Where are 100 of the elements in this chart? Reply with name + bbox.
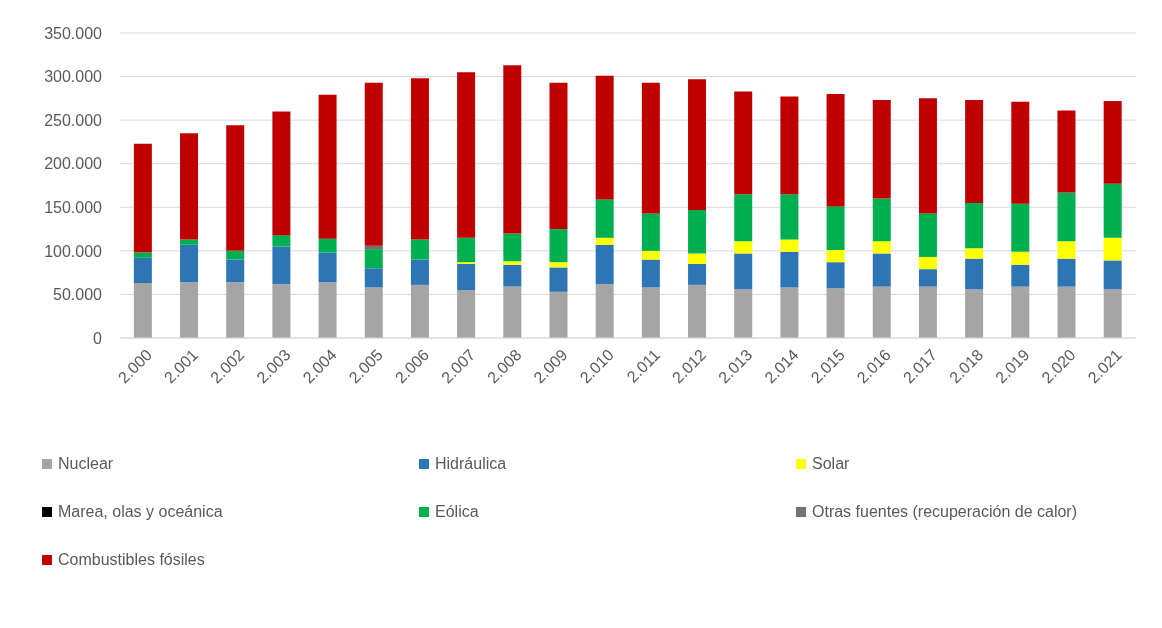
bar: [826, 262, 845, 289]
bar: [549, 291, 568, 338]
bar: [641, 250, 660, 260]
bar: [318, 252, 337, 283]
bar: [965, 289, 984, 338]
bar: [364, 82, 383, 246]
bar: [688, 263, 707, 285]
bar: [1011, 286, 1030, 338]
bar: [965, 100, 984, 203]
bar: [641, 287, 660, 338]
bar: [918, 98, 937, 214]
bar: [180, 239, 199, 245]
bar: [780, 287, 799, 338]
y-tick-label: 200.000: [44, 155, 103, 173]
bar: [595, 244, 614, 284]
bar: [180, 282, 199, 338]
bar: [549, 262, 568, 268]
legend-label: Eólica: [435, 503, 479, 521]
bar: [503, 264, 522, 287]
y-tick-label: 50.000: [53, 286, 103, 304]
bar: [226, 125, 245, 251]
legend-label: Marea, olas y oceánica: [58, 503, 223, 521]
legend-label: Otras fuentes (recuperación de calor): [812, 503, 1078, 521]
bar: [780, 96, 799, 195]
bar: [549, 82, 568, 230]
bar: [965, 258, 984, 290]
bar: [734, 253, 753, 290]
bar: [872, 100, 891, 199]
bar: [318, 238, 337, 253]
bar: [965, 202, 984, 249]
bar: [734, 194, 753, 242]
bar: [918, 286, 937, 338]
bar: [180, 244, 199, 283]
bar: [410, 239, 429, 260]
bar: [1057, 110, 1076, 193]
y-tick-label: 0: [93, 329, 103, 347]
bar: [780, 239, 799, 252]
bar: [1103, 237, 1122, 261]
bar: [826, 249, 845, 263]
bar: [1011, 203, 1030, 252]
bar: [272, 111, 291, 236]
bar: [226, 250, 245, 260]
bar: [272, 283, 291, 338]
legend-label: Combustibles fósiles: [58, 551, 205, 569]
bar: [226, 282, 245, 338]
bar: [595, 75, 614, 200]
bar: [410, 284, 429, 338]
bar: [549, 267, 568, 292]
bar: [272, 235, 291, 247]
bar: [1057, 241, 1076, 259]
bar: [318, 94, 337, 239]
bar: [503, 261, 522, 265]
bar: [688, 253, 707, 264]
bar: [364, 268, 383, 288]
bar: [272, 246, 291, 284]
bar: [780, 194, 799, 240]
bar: [1057, 258, 1076, 287]
bar: [1057, 286, 1076, 338]
bar: [872, 198, 891, 242]
bar: [133, 257, 152, 284]
bar: [180, 133, 199, 240]
bar: [549, 229, 568, 263]
bar: [133, 283, 152, 338]
bar: [918, 256, 937, 270]
bar: [595, 237, 614, 245]
legend-label: Solar: [812, 455, 850, 473]
bar: [1011, 101, 1030, 204]
bar: [918, 213, 937, 257]
y-tick-label: 250.000: [44, 111, 103, 129]
bar: [1011, 264, 1030, 287]
bar: [457, 237, 476, 263]
bar: [734, 241, 753, 254]
bar: [503, 286, 522, 338]
bar: [503, 233, 522, 262]
bar: [318, 282, 337, 338]
bar: [965, 248, 984, 259]
bar: [1103, 289, 1122, 338]
bar: [595, 283, 614, 338]
bar: [457, 72, 476, 238]
bar: [688, 284, 707, 338]
bar: [641, 213, 660, 251]
legend-label: Nuclear: [58, 455, 114, 473]
bar: [826, 206, 845, 250]
bar: [364, 287, 383, 338]
bar: [1103, 100, 1122, 184]
bar: [734, 91, 753, 195]
bar: [641, 82, 660, 214]
bar: [641, 259, 660, 288]
bar: [503, 65, 522, 234]
bar: [780, 251, 799, 288]
bar: [688, 79, 707, 210]
bar: [872, 241, 891, 254]
bar: [1103, 183, 1122, 238]
y-tick-label: 350.000: [44, 24, 103, 42]
bar: [1103, 260, 1122, 290]
bar: [872, 253, 891, 287]
bar: [1057, 192, 1076, 242]
y-tick-label: 150.000: [44, 198, 103, 216]
bar: [457, 263, 476, 291]
bar: [410, 259, 429, 285]
